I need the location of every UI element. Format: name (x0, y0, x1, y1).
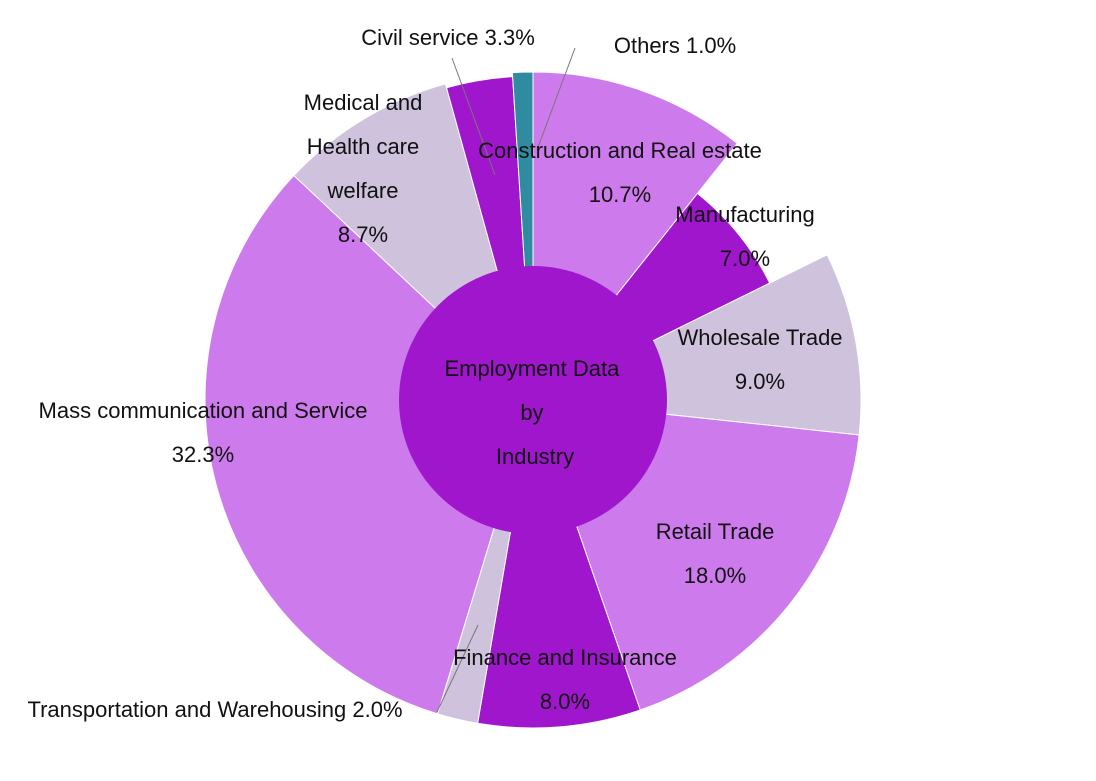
chart-title-line-3: Industry (496, 444, 574, 469)
chart-title: Employment Data by Industry (445, 356, 626, 469)
slice-label-line: Health care (307, 134, 420, 159)
leader-line (536, 47, 576, 151)
slice-label: Retail Trade 18.0% (656, 519, 775, 588)
slice-value-label: 8.7% (338, 222, 388, 247)
pie-slice (477, 399, 641, 729)
chart-title-line-1: Employment Data (445, 356, 621, 381)
center-circle (399, 266, 667, 534)
leader-lines (436, 47, 576, 713)
slice-label-line: welfare (327, 178, 399, 203)
slice-label-line: Retail Trade (656, 519, 775, 544)
slice-label: Construction and Real estate 10.7% (478, 138, 762, 207)
slice-label: Medical and Health care welfare 8.7% (304, 90, 423, 247)
slice-label-line: Medical and (304, 90, 423, 115)
slice-label: Wholesale Trade 9.0% (677, 325, 842, 394)
slice-label-line: Construction and Real estate (478, 138, 762, 163)
slice-label-line: Finance and Insurance (453, 645, 677, 670)
leader-line (451, 57, 496, 176)
pie-slice (204, 174, 534, 715)
slice-value-label: 9.0% (735, 369, 785, 394)
leader-line (436, 624, 479, 713)
slice-label-line: Wholesale Trade (677, 325, 842, 350)
slice-value-label: 18.0% (684, 563, 746, 588)
slice-value-label: 32.3% (172, 442, 234, 467)
slice-label: Civil service 3.3% (361, 25, 535, 50)
slice-label-line: Manufacturing (675, 202, 814, 227)
slice-label: Mass communication and Service 32.3% (39, 398, 368, 467)
slice-label: Transportation and Warehousing 2.0% (27, 697, 402, 722)
slice-value-label: 7.0% (720, 246, 770, 271)
slice-label-line: Civil service 3.3% (361, 25, 535, 50)
slice-value-label: 10.7% (589, 182, 651, 207)
chart-title-line-2: by (520, 400, 543, 425)
slice-label-line: Mass communication and Service (39, 398, 368, 423)
slice-label: Others 1.0% (614, 33, 736, 58)
slice-value-label: 8.0% (540, 689, 590, 714)
slice-label: Manufacturing 7.0% (675, 202, 814, 271)
slice-label-line: Others 1.0% (614, 33, 736, 58)
slice-labels: Construction and Real estate 10.7% Manufac… (27, 25, 842, 722)
slice-label: Finance and Insurance 8.0% (453, 645, 677, 714)
slice-label-line: Transportation and Warehousing 2.0% (27, 697, 402, 722)
